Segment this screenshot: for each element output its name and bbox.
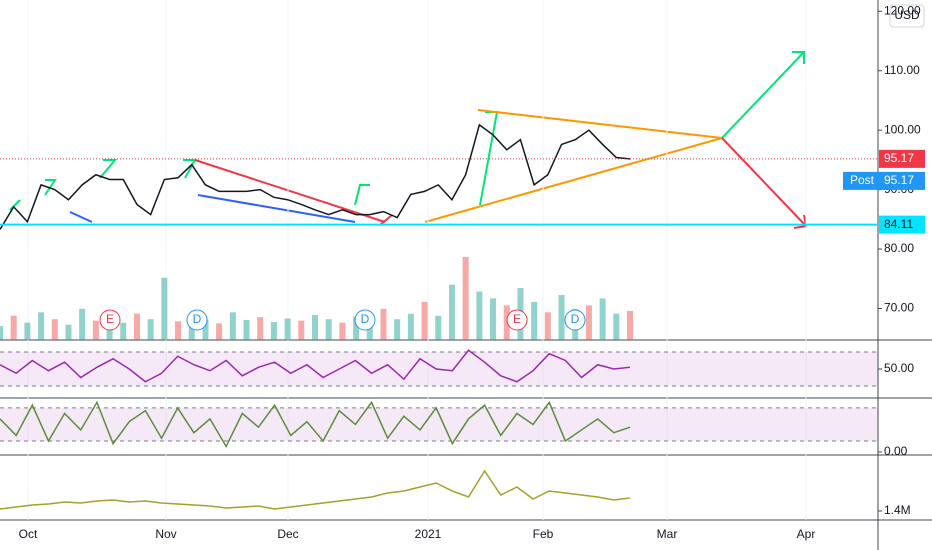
volume-bar: [38, 312, 45, 340]
event-marker: [564, 309, 586, 331]
arrow-up: [721, 51, 805, 139]
indicator-line: [0, 469, 631, 510]
last-price-label: 95.17: [884, 151, 914, 165]
volume-bar: [65, 324, 72, 340]
indicator-line: [0, 349, 631, 383]
event-marker: [99, 309, 121, 331]
volume-bar: [133, 313, 140, 340]
level-badge: [879, 215, 925, 234]
trendline: [194, 159, 386, 223]
volume-bar: [24, 322, 31, 340]
indicator-line: [0, 400, 631, 449]
arrow-down: [721, 137, 807, 227]
volume-bar: [147, 319, 154, 340]
y-tick-label: 100.00: [884, 122, 921, 136]
trendline: [69, 211, 93, 223]
volume-bar: [216, 323, 223, 340]
volume-bar: [161, 277, 168, 340]
x-tick-label: Feb: [533, 527, 554, 541]
post-name: Post: [850, 173, 875, 187]
volume-bar: [312, 315, 318, 340]
arrow: [44, 179, 57, 196]
volume-bar: [462, 256, 469, 340]
volume-bar: [394, 319, 401, 340]
arrow: [9, 199, 21, 211]
volume-bar: [585, 305, 592, 340]
arrow: [354, 184, 370, 206]
volume-bar: [79, 308, 86, 340]
volume-bar: [120, 322, 127, 340]
arrow: [99, 159, 118, 179]
post-badge: [843, 171, 925, 190]
volume-bar: [380, 308, 387, 340]
arrow: [379, 214, 393, 226]
volume-bar: [229, 312, 236, 340]
event-label: D: [361, 312, 370, 326]
volume-bar: [448, 284, 455, 340]
event-marker: [186, 309, 208, 331]
event-label: D: [571, 312, 580, 326]
volume-bar: [421, 301, 428, 340]
x-tick-label: Mar: [657, 527, 678, 541]
y-tick-label: 80.00: [884, 241, 914, 255]
post-label: 95.17: [884, 173, 914, 187]
triangle-top: [477, 109, 723, 139]
event-marker: [354, 309, 376, 331]
y-tick-label: 0.00: [884, 444, 908, 458]
volume-bar: [613, 313, 620, 340]
volume-bar: [92, 320, 99, 340]
y-tick-label: 110.00: [884, 63, 920, 77]
volume-bar: [531, 301, 538, 340]
y-tick-label: 50.00: [884, 361, 914, 375]
volume-bar: [10, 315, 17, 340]
volume-bar: [243, 319, 250, 340]
volume-bar: [476, 291, 483, 340]
y-tick-label: 70.00: [884, 301, 914, 315]
event-label: D: [193, 312, 202, 326]
y-tick-label: 1.4M: [884, 503, 911, 517]
trendline: [197, 194, 356, 223]
level-label: 84.11: [884, 217, 913, 231]
volume-bar: [257, 317, 264, 340]
price-line: [0, 123, 631, 230]
volume-bar: [627, 310, 633, 340]
x-tick-label: Apr: [797, 527, 816, 541]
volume-bar: [270, 322, 277, 340]
volume-bar: [0, 326, 3, 340]
x-tick-label: Oct: [19, 527, 38, 541]
volume-bar: [202, 319, 209, 340]
volume-bar: [366, 321, 373, 340]
volume-bar: [298, 320, 305, 340]
volume-bar: [353, 316, 360, 340]
volume-bar: [407, 313, 414, 340]
event-marker: [506, 309, 528, 331]
currency-badge[interactable]: [889, 4, 925, 28]
volume-bar: [51, 319, 58, 340]
x-tick-label: 2021: [415, 527, 442, 541]
triangle-bottom: [424, 137, 723, 223]
volume-bar: [503, 305, 510, 340]
drawings: [9, 51, 808, 229]
volume-bar: [339, 322, 346, 340]
volume-bar: [558, 295, 565, 340]
arrow-head: [792, 51, 805, 64]
volume-bar: [284, 318, 291, 340]
volume-bar: [490, 298, 497, 340]
x-tick-label: Dec: [277, 527, 298, 541]
y-tick-label: 120.00: [884, 3, 921, 17]
volume-bar: [435, 315, 442, 340]
volume-bar: [544, 312, 551, 340]
event-label: E: [513, 312, 521, 326]
volume-bar: [325, 319, 332, 340]
currency: USD: [894, 8, 920, 22]
volume-bar: [599, 298, 606, 340]
volume-bar: [175, 321, 182, 340]
last-price-badge: [879, 149, 925, 168]
event-label: E: [106, 312, 114, 326]
x-tick-label: Nov: [155, 527, 176, 541]
